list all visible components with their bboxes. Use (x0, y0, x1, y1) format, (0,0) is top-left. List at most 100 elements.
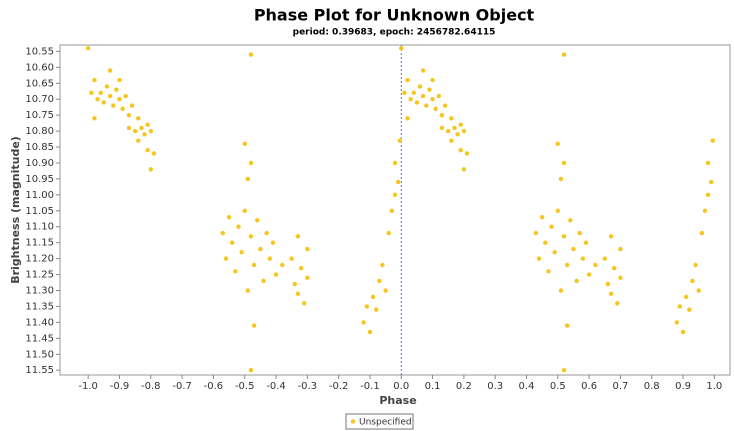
y-tick-label: 11.15 (25, 238, 54, 249)
point (280, 262, 285, 268)
point (705, 192, 711, 198)
point (123, 93, 128, 99)
point (558, 288, 564, 293)
point (255, 218, 260, 223)
point (367, 329, 373, 335)
point (223, 256, 229, 261)
point (145, 148, 150, 153)
point (242, 208, 247, 213)
point (126, 125, 132, 131)
legend-marker (350, 419, 356, 424)
point (92, 77, 97, 83)
point (107, 68, 113, 73)
point (430, 97, 435, 102)
point (236, 224, 241, 229)
point (564, 262, 570, 268)
y-tick-label: 10.70 (25, 94, 54, 105)
x-tick-label: 0.0 (393, 381, 409, 392)
point (267, 256, 272, 261)
point (305, 275, 310, 280)
point (114, 87, 119, 92)
x-tick-label: -0.7 (172, 381, 192, 392)
point (608, 291, 614, 296)
point (151, 151, 157, 156)
y-tick-label: 11.05 (25, 206, 54, 217)
point (536, 256, 542, 261)
point (461, 167, 467, 172)
y-tick-label: 10.85 (25, 142, 54, 153)
point (107, 93, 113, 99)
point (104, 84, 110, 89)
point (264, 230, 269, 236)
point (608, 234, 614, 239)
point (618, 275, 623, 280)
x-tick-label: -0.1 (360, 381, 380, 392)
point (395, 179, 401, 185)
chart-subtitle: period: 0.39683, epoch: 2456782.64115 (293, 28, 496, 38)
point (120, 106, 125, 111)
point (298, 265, 304, 271)
point (455, 132, 460, 137)
point (568, 218, 573, 223)
point (433, 106, 438, 111)
point (461, 128, 467, 134)
point (615, 301, 620, 306)
point (683, 294, 689, 300)
point (392, 160, 398, 166)
x-tick-label: 0.3 (487, 381, 503, 392)
point (618, 246, 623, 252)
point (245, 288, 251, 293)
y-tick-label: 11.25 (25, 270, 54, 281)
plot-area (59, 44, 731, 376)
point (295, 234, 301, 239)
point (605, 281, 611, 287)
point (710, 138, 715, 143)
point (546, 269, 551, 274)
y-tick-label: 11.10 (25, 222, 54, 233)
point (148, 128, 153, 134)
y-tick-label: 10.90 (25, 158, 54, 169)
point (452, 125, 457, 131)
legend-box (345, 413, 414, 430)
point (693, 262, 698, 268)
point (89, 90, 94, 96)
point (220, 230, 226, 236)
point (233, 269, 238, 274)
point (602, 256, 607, 261)
point (580, 256, 586, 261)
x-tick-label: 0.1 (425, 381, 441, 392)
point (593, 262, 598, 268)
y-tick-label: 10.65 (25, 78, 54, 89)
point (439, 112, 445, 118)
point (687, 307, 692, 312)
y-tick-label: 11.55 (25, 365, 54, 376)
point (397, 138, 402, 143)
y-tick-label: 10.80 (25, 126, 54, 137)
point (302, 301, 307, 306)
y-tick-label: 11.30 (25, 286, 54, 297)
point (611, 265, 617, 271)
point (402, 90, 407, 96)
point (142, 132, 147, 137)
point (139, 125, 144, 131)
y-tick-label: 11.35 (25, 301, 54, 312)
point (117, 97, 122, 102)
point (430, 77, 435, 83)
x-tick-label: 0.9 (675, 381, 691, 392)
y-tick-label: 10.60 (25, 62, 54, 73)
point (680, 329, 686, 335)
y-tick-label: 10.95 (25, 174, 54, 185)
y-tick-label: 11.00 (25, 190, 54, 201)
point (702, 208, 708, 213)
y-tick-label: 10.75 (25, 110, 54, 121)
y-tick-label: 10.55 (25, 46, 54, 57)
point (424, 103, 429, 108)
point (439, 125, 445, 131)
x-tick-label: -1.0 (78, 381, 98, 392)
point (145, 122, 150, 127)
point (539, 214, 545, 220)
x-tick-label: -0.5 (235, 381, 255, 392)
point (92, 116, 97, 121)
point (258, 246, 263, 252)
x-tick-label: -0.4 (266, 381, 286, 392)
